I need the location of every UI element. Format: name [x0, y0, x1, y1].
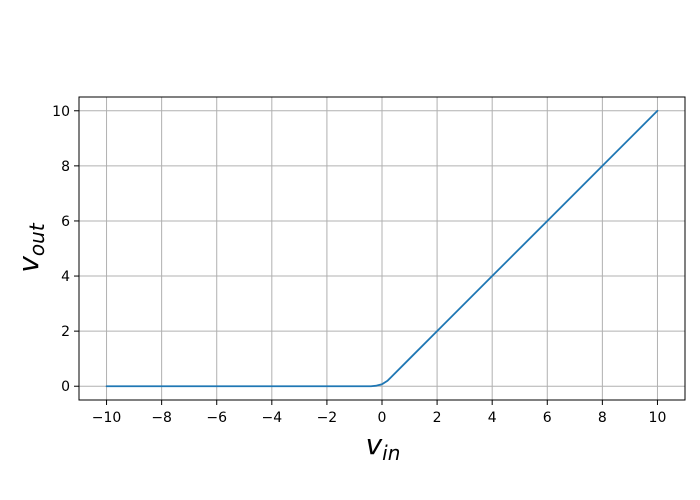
- y-tick-label: 0: [61, 379, 70, 395]
- x-axis-ticks: −10 −8 −6 −4 −2 0 2 4 6 8 10: [92, 400, 667, 426]
- x-tick-label: 2: [433, 410, 442, 426]
- x-tick-label: −4: [261, 410, 282, 426]
- y-tick-label: 8: [61, 159, 70, 175]
- y-tick-label: 2: [61, 324, 70, 340]
- grid: [79, 97, 685, 400]
- y-axis-label: vout: [12, 222, 49, 272]
- x-tick-label: −2: [317, 410, 338, 426]
- x-tick-label: −8: [151, 410, 172, 426]
- y-tick-label: 10: [52, 104, 70, 120]
- y-tick-label: 6: [61, 214, 70, 230]
- x-tick-label: 4: [488, 410, 497, 426]
- x-tick-label: −10: [92, 410, 122, 426]
- x-axis-label: vin: [366, 428, 401, 465]
- x-axis-label-subscript: in: [382, 441, 400, 465]
- series-line: [105, 109, 659, 388]
- y-axis-label-main: v: [12, 256, 45, 273]
- x-tick-label: 6: [543, 410, 552, 426]
- x-tick-label: 0: [378, 410, 387, 426]
- y-axis-ticks: 0 2 4 6 8 10: [52, 104, 79, 395]
- y-axis-label-subscript: out: [25, 222, 49, 256]
- x-tick-label: −6: [206, 410, 227, 426]
- y-tick-label: 4: [61, 269, 70, 285]
- x-axis-label-main: v: [366, 428, 383, 461]
- x-tick-label: 10: [649, 410, 667, 426]
- series-layer: [105, 109, 659, 388]
- x-tick-label: 8: [598, 410, 607, 426]
